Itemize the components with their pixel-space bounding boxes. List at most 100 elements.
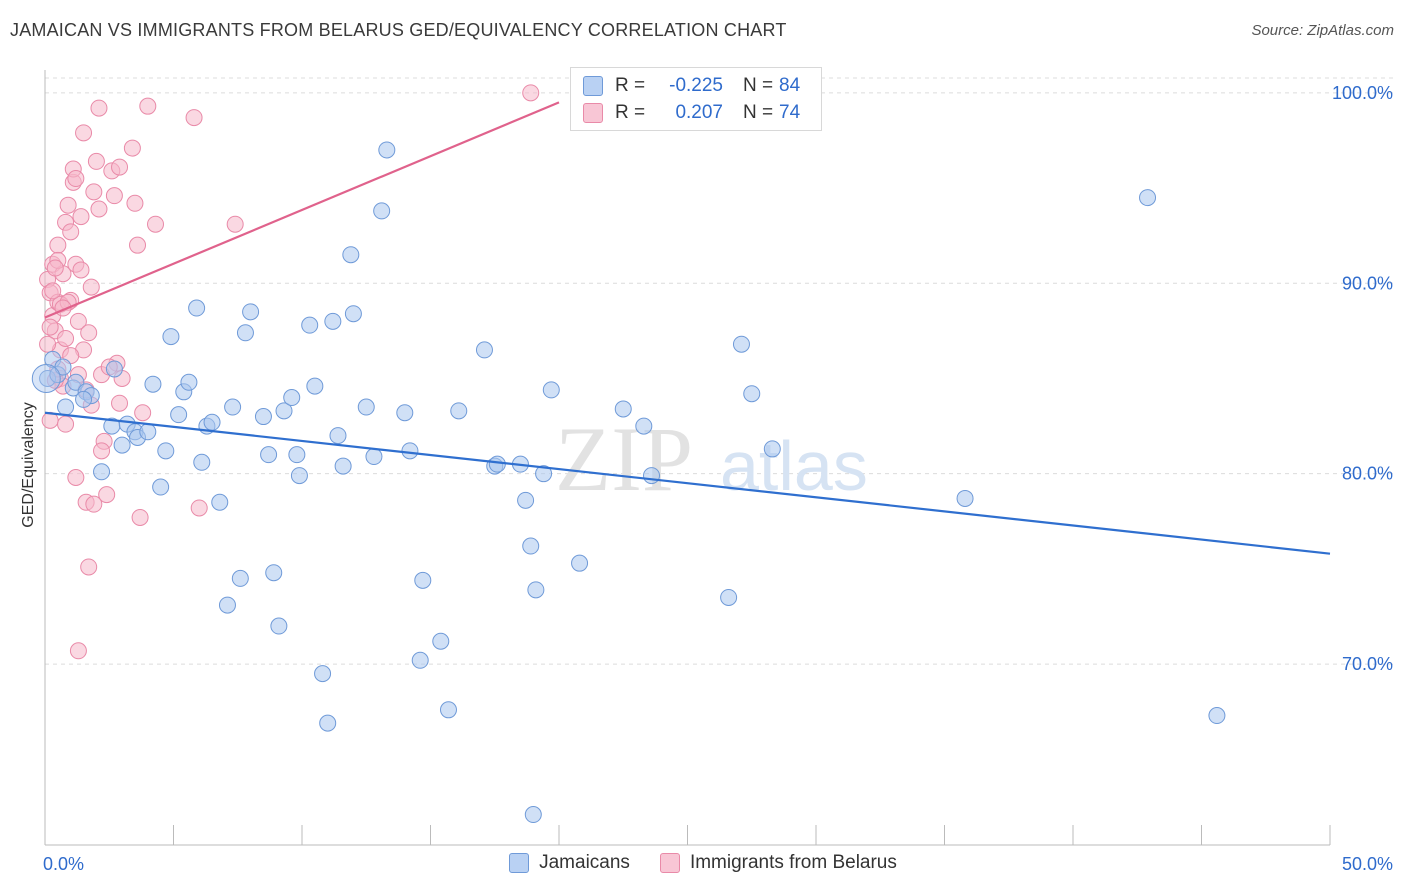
data-point-jamaicans [535, 465, 553, 483]
data-point-jamaicans [306, 377, 324, 395]
data-point-belarus [85, 495, 103, 513]
data-point-belarus [226, 215, 244, 233]
data-point-belarus [57, 415, 75, 433]
data-point-belarus [57, 329, 75, 347]
data-point-jamaicans [290, 467, 308, 485]
trend-lines [44, 101, 1331, 555]
y-tick-label: 80.0% [1342, 464, 1393, 484]
data-point-belarus [62, 223, 80, 241]
data-point-jamaicans [432, 632, 450, 650]
data-point-belarus [111, 394, 129, 412]
data-point-belarus [147, 215, 165, 233]
data-point-belarus [80, 324, 98, 342]
data-point-jamaicans [157, 442, 175, 460]
series-jamaicans-points [31, 141, 1226, 824]
legend-item-jamaicans[interactable]: Jamaicans [509, 852, 630, 874]
data-point-jamaicans [270, 617, 288, 635]
data-point-belarus [59, 196, 77, 214]
data-point-jamaicans [242, 303, 260, 321]
legend-swatch-blue [583, 76, 603, 96]
data-point-jamaicans [231, 569, 249, 587]
data-point-jamaicans [527, 581, 545, 599]
data-point-jamaicans [365, 448, 383, 466]
data-point-jamaicans [57, 398, 75, 416]
data-point-belarus [93, 442, 111, 460]
data-point-belarus [69, 312, 87, 330]
legend-swatch-blue [509, 853, 530, 873]
legend-n-label: N = [743, 102, 774, 123]
data-point-belarus [69, 642, 87, 660]
data-point-jamaicans [162, 328, 180, 346]
data-point-jamaicans [342, 246, 360, 264]
legend-r-label: R = [615, 75, 646, 96]
data-point-jamaicans [517, 491, 535, 509]
data-point-jamaicans [643, 467, 661, 485]
watermark-atlas: atlas [720, 427, 868, 505]
tick-labels: 70.0% 80.0% 90.0% 100.0% 0.0% 50.0% [43, 83, 1393, 874]
x-tick-label: 50.0% [1342, 854, 1393, 874]
data-point-jamaicans [743, 385, 761, 403]
data-point-jamaicans [542, 381, 560, 399]
data-point-belarus [90, 200, 108, 218]
data-point-jamaicans [720, 588, 738, 606]
data-point-jamaicans [524, 806, 542, 824]
legend-label-jamaicans: Jamaicans [539, 852, 630, 873]
data-point-belarus [72, 208, 90, 226]
data-point-belarus [46, 259, 64, 277]
data-point-jamaicans [180, 373, 198, 391]
y-tick-label: 100.0% [1332, 83, 1393, 103]
data-point-belarus [80, 558, 98, 576]
data-point-jamaicans [211, 493, 229, 511]
data-point-jamaicans-large [31, 363, 61, 393]
data-point-jamaicans [1139, 189, 1157, 207]
data-point-jamaicans [373, 202, 391, 220]
data-point-jamaicans [75, 390, 93, 408]
data-point-jamaicans [105, 360, 123, 378]
data-point-jamaicans [411, 651, 429, 669]
data-point-belarus [67, 170, 85, 188]
legend-swatch-pink [583, 103, 603, 123]
data-point-belarus [126, 194, 144, 212]
data-point-jamaicans [450, 402, 468, 420]
data-point-jamaicans [254, 408, 272, 426]
data-point-belarus [72, 261, 90, 279]
data-point-jamaicans [344, 305, 362, 323]
y-tick-label: 90.0% [1342, 273, 1393, 293]
data-point-belarus [41, 318, 59, 336]
data-point-jamaicans [956, 489, 974, 507]
data-point-belarus [44, 282, 62, 300]
data-point-jamaicans [139, 423, 157, 441]
data-point-jamaicans [324, 312, 342, 330]
correlation-legend: R = -0.225 N = 84 R = 0.207 N = 74 [570, 67, 822, 131]
chart-title: JAMAICAN VS IMMIGRANTS FROM BELARUS GED/… [10, 20, 787, 40]
legend-r-label: R = [615, 102, 646, 123]
data-point-belarus [39, 335, 57, 353]
series-belarus-points [39, 84, 540, 660]
data-point-jamaicans [218, 596, 236, 614]
data-point-jamaicans [614, 400, 632, 418]
data-point-jamaicans [170, 406, 188, 424]
data-point-belarus [67, 468, 85, 486]
legend-r-value: 0.207 [675, 102, 723, 123]
data-point-belarus [123, 139, 141, 157]
data-point-belarus [87, 152, 105, 170]
data-point-jamaicans [329, 427, 347, 445]
data-point-jamaicans [319, 714, 337, 732]
watermark-zip: ZIP [555, 408, 693, 510]
data-point-belarus [105, 187, 123, 205]
legend-row-belarus: R = 0.207 N = 74 [583, 101, 800, 125]
data-point-jamaicans [334, 457, 352, 475]
data-point-jamaicans [522, 537, 540, 555]
data-point-jamaicans [288, 446, 306, 464]
source-label: Source: ZipAtlas.com [1251, 22, 1394, 39]
data-point-jamaicans [301, 316, 319, 334]
data-point-jamaicans [475, 341, 493, 359]
data-point-belarus [111, 158, 129, 176]
data-point-belarus [75, 124, 93, 142]
data-point-jamaicans [113, 436, 131, 454]
data-point-jamaicans [203, 413, 221, 431]
legend-item-belarus[interactable]: Immigrants from Belarus [659, 852, 897, 874]
data-point-jamaicans [152, 478, 170, 496]
trend-line-jamaicans [44, 411, 1331, 555]
